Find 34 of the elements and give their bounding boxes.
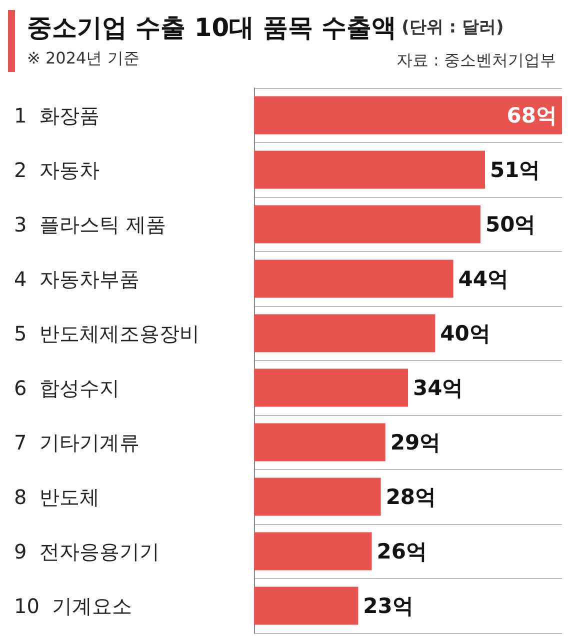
y-tick-label: 9 전자응용기기 xyxy=(14,539,160,564)
bar xyxy=(254,260,454,298)
bar xyxy=(254,478,381,516)
y-tick-label: 2 자동차 xyxy=(14,158,100,182)
data-label: 68억 xyxy=(506,103,557,128)
bar xyxy=(254,586,358,625)
y-tick-label: 1 화장품 xyxy=(14,103,100,128)
y-tick-label: 7 기타기계류 xyxy=(14,430,140,454)
bar xyxy=(254,314,436,352)
data-label: 26억 xyxy=(376,539,427,564)
y-tick-label: 3 플라스틱 제품 xyxy=(14,212,166,236)
data-label: 40억 xyxy=(440,321,490,346)
y-tick-label: 10 기계요소 xyxy=(14,594,132,618)
bar xyxy=(254,532,372,570)
y-tick-label: 6 합성수지 xyxy=(14,376,120,400)
data-label: 23억 xyxy=(363,594,414,618)
bar xyxy=(254,150,485,189)
bar xyxy=(254,368,408,407)
text: (단위 : 달러) xyxy=(402,18,504,38)
data-label: 29억 xyxy=(390,430,441,454)
text: ※ 2024년 기준 xyxy=(27,48,140,68)
data-label: 44억 xyxy=(458,266,509,291)
data-label: 34억 xyxy=(413,376,464,400)
bar xyxy=(254,205,480,244)
y-tick-label: 4 자동차부품 xyxy=(14,266,140,291)
y-tick-label: 5 반도체제조용장비 xyxy=(14,321,200,346)
data-label: 51억 xyxy=(490,158,540,182)
bar xyxy=(254,96,562,134)
chart-title: 중소기업 수출 10대 품목 수출액 xyxy=(27,13,397,42)
data-label: 28억 xyxy=(386,484,436,509)
data-label: 50억 xyxy=(485,212,536,236)
y-tick-label: 8 반도체 xyxy=(14,484,100,509)
bar xyxy=(254,423,386,462)
text: 자료 : 중소벤처기업부 xyxy=(396,50,556,70)
